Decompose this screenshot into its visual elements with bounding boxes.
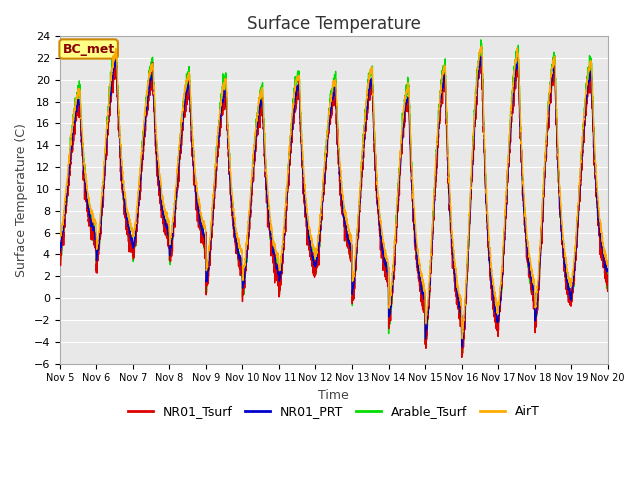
NR01_PRT — [456, 308, 464, 314]
Title: Surface Temperature: Surface Temperature — [247, 15, 420, 33]
NR01_PRT — [488, 282, 495, 288]
NR01_Tsurf — [458, 354, 466, 360]
NR01_PRT — [604, 266, 611, 272]
AirT — [154, 155, 162, 161]
NR01_Tsurf — [515, 53, 522, 59]
NR01_PRT — [477, 54, 485, 60]
Arable_Tsurf — [56, 251, 63, 257]
AirT — [488, 272, 495, 277]
NR01_PRT — [604, 268, 612, 274]
Line: Arable_Tsurf: Arable_Tsurf — [60, 40, 608, 357]
AirT — [458, 336, 466, 341]
AirT — [56, 233, 63, 239]
Arable_Tsurf — [426, 274, 434, 280]
Line: AirT: AirT — [60, 46, 608, 338]
Line: NR01_Tsurf: NR01_Tsurf — [60, 56, 608, 357]
Arable_Tsurf — [314, 262, 321, 267]
NR01_Tsurf — [604, 278, 612, 284]
AirT — [604, 259, 611, 265]
Arable_Tsurf — [604, 280, 611, 286]
Arable_Tsurf — [154, 159, 162, 165]
NR01_Tsurf — [154, 183, 162, 189]
NR01_Tsurf — [314, 255, 321, 261]
Arable_Tsurf — [458, 354, 465, 360]
AirT — [314, 245, 321, 251]
NR01_Tsurf — [604, 282, 611, 288]
Arable_Tsurf — [456, 314, 464, 320]
Text: BC_met: BC_met — [63, 43, 115, 56]
NR01_Tsurf — [488, 297, 495, 302]
NR01_PRT — [426, 274, 434, 280]
AirT — [604, 264, 612, 270]
X-axis label: Time: Time — [318, 389, 349, 402]
NR01_Tsurf — [456, 316, 464, 322]
AirT — [478, 43, 486, 49]
Legend: NR01_Tsurf, NR01_PRT, Arable_Tsurf, AirT: NR01_Tsurf, NR01_PRT, Arable_Tsurf, AirT — [123, 400, 545, 423]
Y-axis label: Surface Temperature (C): Surface Temperature (C) — [15, 123, 28, 277]
Arable_Tsurf — [488, 281, 495, 287]
Arable_Tsurf — [604, 271, 612, 276]
AirT — [426, 265, 434, 271]
Arable_Tsurf — [477, 37, 484, 43]
NR01_PRT — [154, 169, 162, 175]
Line: NR01_PRT: NR01_PRT — [60, 57, 608, 347]
NR01_Tsurf — [56, 257, 63, 263]
NR01_PRT — [56, 249, 63, 255]
NR01_PRT — [458, 344, 466, 350]
AirT — [456, 293, 464, 299]
NR01_Tsurf — [426, 277, 434, 283]
NR01_PRT — [314, 252, 321, 257]
